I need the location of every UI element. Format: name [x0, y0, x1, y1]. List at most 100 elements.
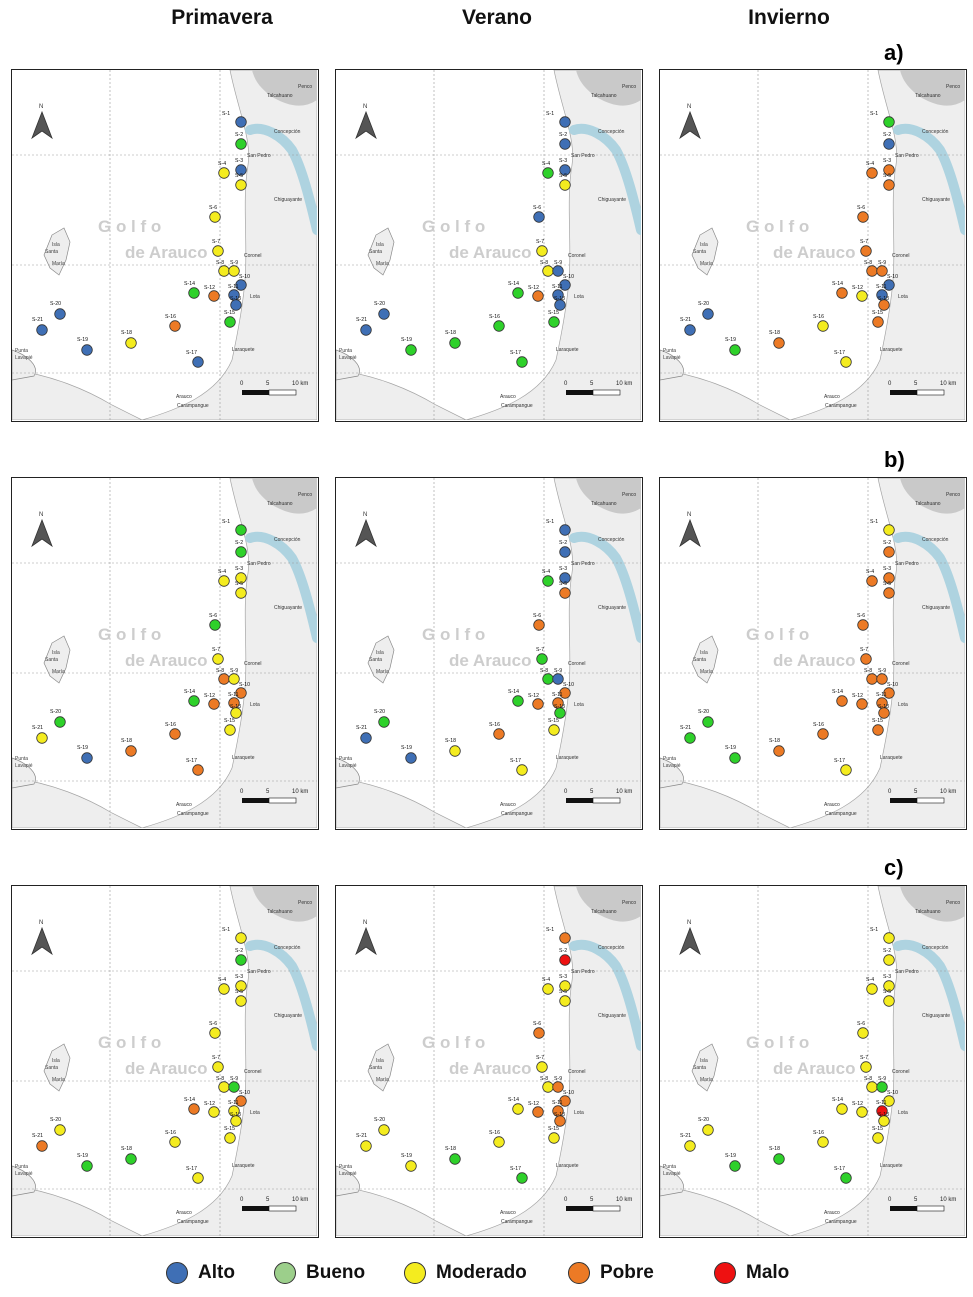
station-label: S-17: [834, 758, 845, 764]
map-panel-a-primavera: G o l f o de Arauco N Isla Santa María Punta La…: [11, 69, 319, 422]
station-label: S-19: [725, 1153, 736, 1159]
scale-segment-light: [916, 389, 945, 396]
station-s-4: S-4: [542, 977, 554, 995]
station-label: S-16: [489, 1130, 500, 1136]
station-label: S-17: [186, 350, 197, 356]
station-s-21: S-21: [680, 317, 696, 336]
station-label: S-8: [216, 260, 224, 266]
gulf-label-line1: G o l f o: [98, 217, 161, 236]
station-marker: [883, 687, 895, 699]
station-marker: [81, 344, 93, 356]
map-svg: G o l f ode AraucoNIslaSantaMaríaPuntaLa…: [660, 886, 965, 1236]
river: [569, 531, 641, 643]
station-label: S-8: [864, 260, 872, 266]
point-label-line1: Punta: [15, 1164, 28, 1170]
station-label: S-20: [50, 1117, 61, 1123]
header-verano: Verano: [461, 6, 533, 29]
station-label: S-6: [209, 205, 217, 211]
station-label: S-2: [235, 540, 243, 546]
station-marker: [536, 653, 548, 665]
station-marker: [542, 673, 554, 685]
station-marker: [228, 1081, 240, 1093]
legend-label: Alto: [198, 1262, 235, 1283]
station-label: S-19: [725, 337, 736, 343]
station-s-13: S-13: [554, 704, 566, 719]
station-marker: [209, 211, 221, 223]
station-marker: [857, 211, 869, 223]
station-s-9: S-9: [876, 260, 888, 277]
station-s-5: S-5: [235, 989, 247, 1007]
scale-tick-10: 10 km: [940, 381, 956, 387]
scale-segment-light: [592, 797, 621, 804]
place-laraquete: Laraquete: [880, 347, 903, 353]
station-label: S-3: [883, 158, 891, 164]
station-s-15: S-15: [224, 718, 236, 736]
station-marker: [857, 619, 869, 631]
station-marker: [224, 724, 236, 736]
island-label-line2: Santa: [369, 657, 382, 663]
scale-tick-5: 5: [914, 1197, 918, 1203]
station-label: S-13: [554, 704, 565, 710]
scale-tick-0: 0: [240, 1197, 244, 1203]
station-label: S-19: [401, 1153, 412, 1159]
scale-segment-dark: [242, 1206, 269, 1211]
station-marker: [449, 745, 461, 757]
urban-area: [252, 886, 317, 922]
station-s-5: S-5: [559, 173, 571, 191]
station-label: S-6: [533, 613, 541, 619]
place-arauco: Arauco: [824, 394, 840, 400]
station-s-14: S-14: [508, 281, 524, 299]
point-label-line2: Lavapié: [663, 763, 681, 769]
station-label: S-12: [204, 1101, 215, 1107]
station-s-18: S-18: [445, 738, 461, 757]
legend-label: Malo: [746, 1262, 790, 1283]
station-marker: [228, 673, 240, 685]
place-carampangue: Carampangue: [501, 1219, 533, 1225]
point-label-line2: Lavapié: [663, 1171, 681, 1177]
place-talcahuano: Talcahuano: [591, 909, 617, 915]
station-label: S-8: [864, 1076, 872, 1082]
station-marker: [192, 764, 204, 776]
station-marker: [493, 320, 505, 332]
station-s-2: S-2: [883, 132, 895, 150]
station-label: S-9: [230, 1076, 238, 1082]
scale-segment-light: [916, 797, 945, 804]
station-marker: [866, 983, 878, 995]
station-s-10: S-10: [235, 274, 250, 291]
place-laraquete: Laraquete: [556, 347, 579, 353]
southern-shore: [336, 369, 467, 420]
place-concepcion: Concepción: [598, 945, 625, 951]
place-coronel: Coronel: [892, 1069, 910, 1075]
island-label-line2: Santa: [369, 1065, 382, 1071]
station-marker: [860, 653, 872, 665]
scale-tick-5: 5: [266, 1197, 270, 1203]
station-marker: [212, 1061, 224, 1073]
station-label: S-12: [204, 285, 215, 291]
urban-area: [252, 478, 317, 514]
point-land: [660, 349, 684, 381]
station-label: S-4: [866, 977, 874, 983]
station-marker: [878, 1115, 890, 1127]
station-label: S-4: [218, 569, 226, 575]
station-label: S-18: [445, 330, 456, 336]
station-label: S-5: [235, 581, 243, 587]
station-marker: [235, 1095, 247, 1107]
station-s-19: S-19: [725, 337, 741, 356]
station-marker: [559, 587, 571, 599]
station-s-21: S-21: [32, 725, 48, 744]
station-label: S-20: [374, 301, 385, 307]
station-label: S-13: [878, 704, 889, 710]
station-label: S-9: [554, 668, 562, 674]
station-s-7: S-7: [212, 647, 224, 665]
station-marker: [542, 575, 554, 587]
station-label: S-10: [887, 682, 898, 688]
station-s-5: S-5: [883, 581, 895, 599]
station-label: S-7: [536, 1055, 544, 1061]
station-s-4: S-4: [866, 569, 878, 587]
station-s-3: S-3: [883, 566, 895, 584]
legend: Alto Bueno Moderado Pobre Malo: [0, 1262, 973, 1292]
station-s-19: S-19: [725, 745, 741, 764]
station-label: S-7: [536, 647, 544, 653]
station-s-17: S-17: [186, 758, 204, 776]
station-marker: [235, 572, 247, 584]
